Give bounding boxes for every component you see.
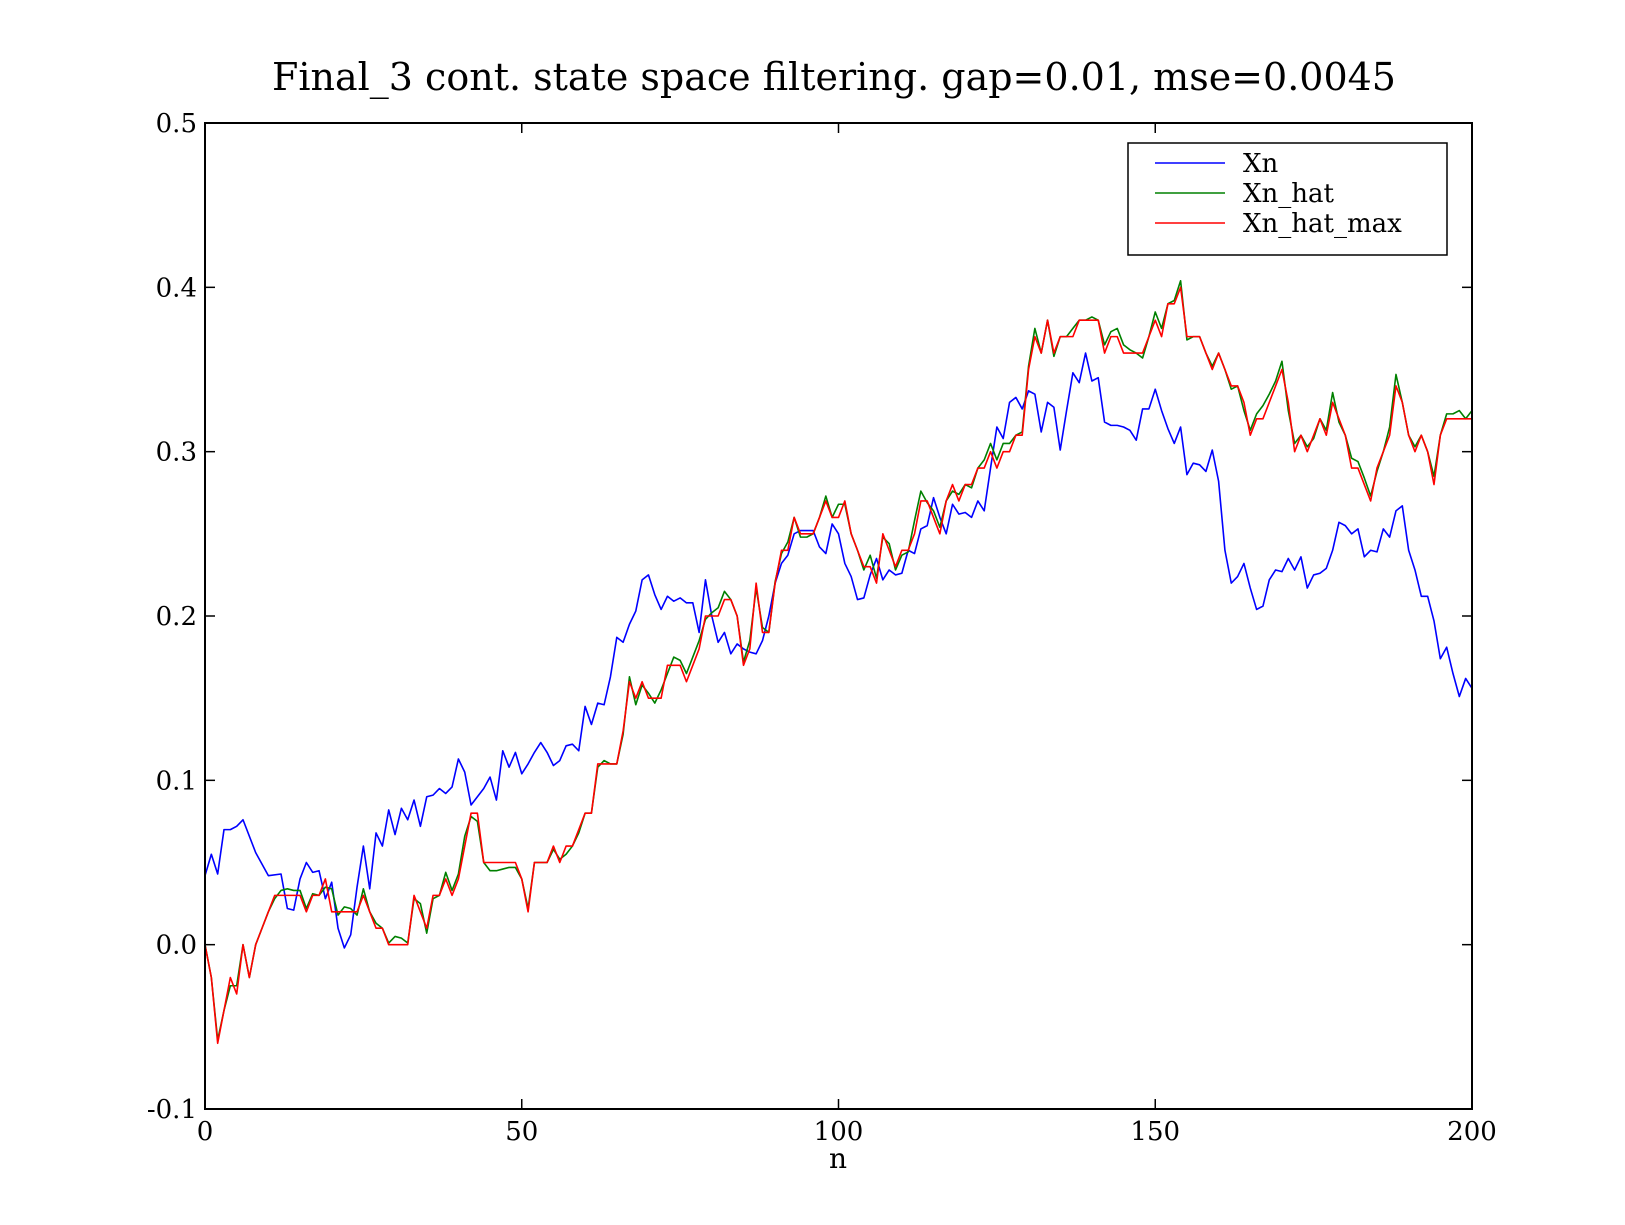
y-tick-label: 0.0 xyxy=(156,931,197,961)
y-tick-label: 0.2 xyxy=(156,602,197,632)
legend-label: Xn_hat_max xyxy=(1243,209,1402,239)
x-tick-label: 50 xyxy=(505,1117,538,1147)
legend-label: Xn_hat xyxy=(1243,179,1335,209)
series-layer xyxy=(205,279,1472,1045)
series-line-xn xyxy=(205,352,1472,949)
x-tick-label: 150 xyxy=(1130,1117,1180,1147)
series-line-xn-hat-max xyxy=(205,286,1472,1045)
y-tick-label: 0.5 xyxy=(156,109,197,139)
x-axis-label: n xyxy=(829,1142,847,1175)
legend-box xyxy=(1127,142,1448,256)
x-tick-label: 200 xyxy=(1447,1117,1497,1147)
y-tick-label: 0.4 xyxy=(156,273,197,303)
y-tick-label: 0.1 xyxy=(156,766,197,796)
x-tick-label: 100 xyxy=(814,1117,864,1147)
chart-title: Final_3 cont. state space filtering. gap… xyxy=(272,55,1396,100)
legend-label: Xn xyxy=(1243,149,1279,179)
x-tick-label: 0 xyxy=(197,1117,214,1147)
ticks-layer: 0 50 100 150 200 -0.1 0.0 0.1 0.2 0.3 0.4 0.5 xyxy=(147,109,1497,1147)
y-tick-label: -0.1 xyxy=(147,1095,197,1125)
y-tick-label: 0.3 xyxy=(156,438,197,468)
